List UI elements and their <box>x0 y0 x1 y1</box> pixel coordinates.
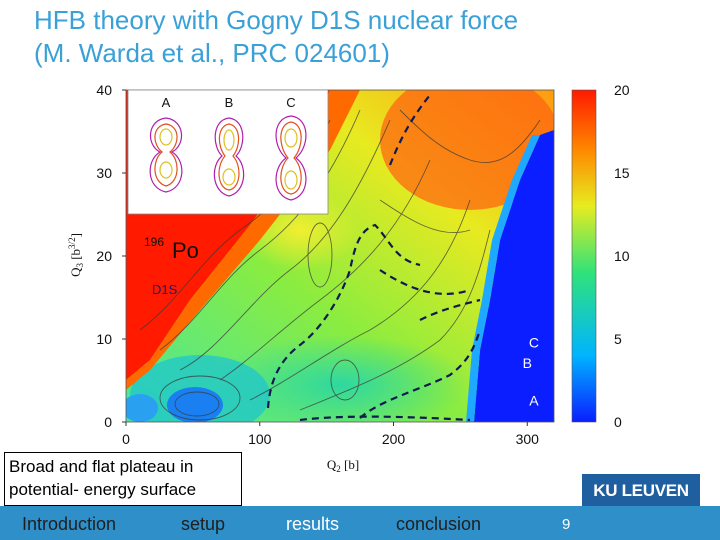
path-label-c: C <box>529 334 539 350</box>
inset-label-c: C <box>286 95 295 110</box>
colorbar <box>571 89 597 423</box>
y-axis-label: Q3 [b3/2] <box>67 233 85 277</box>
colorbar-tick-label: 20 <box>614 82 630 98</box>
colorbar-ticks: 0 5 10 15 20 <box>614 82 630 430</box>
nav-conclusion[interactable]: conclusion <box>396 514 482 534</box>
y-tick-label: 10 <box>96 331 112 347</box>
x-axis-label: Q2 [b] <box>327 457 359 474</box>
title-line-2: (M. Warda et al., PRC 024601) <box>34 38 390 68</box>
nav-introduction[interactable]: Introduction <box>22 514 117 534</box>
y-tick-label: 30 <box>96 165 112 181</box>
path-labels: A BC <box>523 334 540 408</box>
x-tick-label: 0 <box>122 431 130 447</box>
title-line-1: HFB theory with Gogny D1S nuclear force <box>34 5 519 35</box>
colorbar-tick-label: 10 <box>614 248 630 264</box>
nucleus-label: Po <box>172 238 199 263</box>
x-tick-label: 200 <box>382 431 406 447</box>
nuclear-shape-a <box>149 117 183 193</box>
x-tick-label: 300 <box>516 431 540 447</box>
inset-label-b: B <box>225 95 234 110</box>
low-energy-region <box>474 130 554 422</box>
y-tick-label: 0 <box>104 414 112 430</box>
path-label-b: B <box>523 355 532 371</box>
x-tick-label: 100 <box>248 431 272 447</box>
ku-leuven-logo: KU LEUVEN <box>582 474 700 508</box>
page-number: 9 <box>562 516 571 533</box>
fission-paths <box>266 94 482 422</box>
nav-setup[interactable]: setup <box>181 514 226 534</box>
colorbar-tick-label: 5 <box>614 331 622 347</box>
y-tick-label: 20 <box>96 248 112 264</box>
nav-results[interactable]: results <box>286 514 340 534</box>
y-tick-label: 40 <box>96 82 112 98</box>
nuclear-shape-c <box>275 115 307 201</box>
colorbar-tick-label: 15 <box>614 165 630 181</box>
inset-label-a: A <box>162 95 171 110</box>
footer-bar: Introduction setup results conclusion 9 <box>0 506 720 540</box>
y-axis: 0 10 20 30 40 <box>96 82 126 430</box>
contour-lines <box>139 109 541 421</box>
x-axis: 0 100 200 300 <box>122 422 539 447</box>
note-box: Broad and flat plateau in potential- ene… <box>4 452 242 506</box>
shape-inset: A B C <box>127 89 329 215</box>
colorbar-tick-label: 0 <box>614 414 622 430</box>
force-label: D1S <box>152 282 178 297</box>
note-line-1: Broad and flat plateau in <box>9 457 194 476</box>
note-line-2: potential- energy surface <box>9 480 197 499</box>
slide-title: HFB theory with Gogny D1S nuclear force … <box>34 4 518 70</box>
path-label-a: A <box>529 392 539 408</box>
nucleus-mass-label: 196 <box>144 235 164 249</box>
nuclear-shape-b <box>213 117 245 197</box>
